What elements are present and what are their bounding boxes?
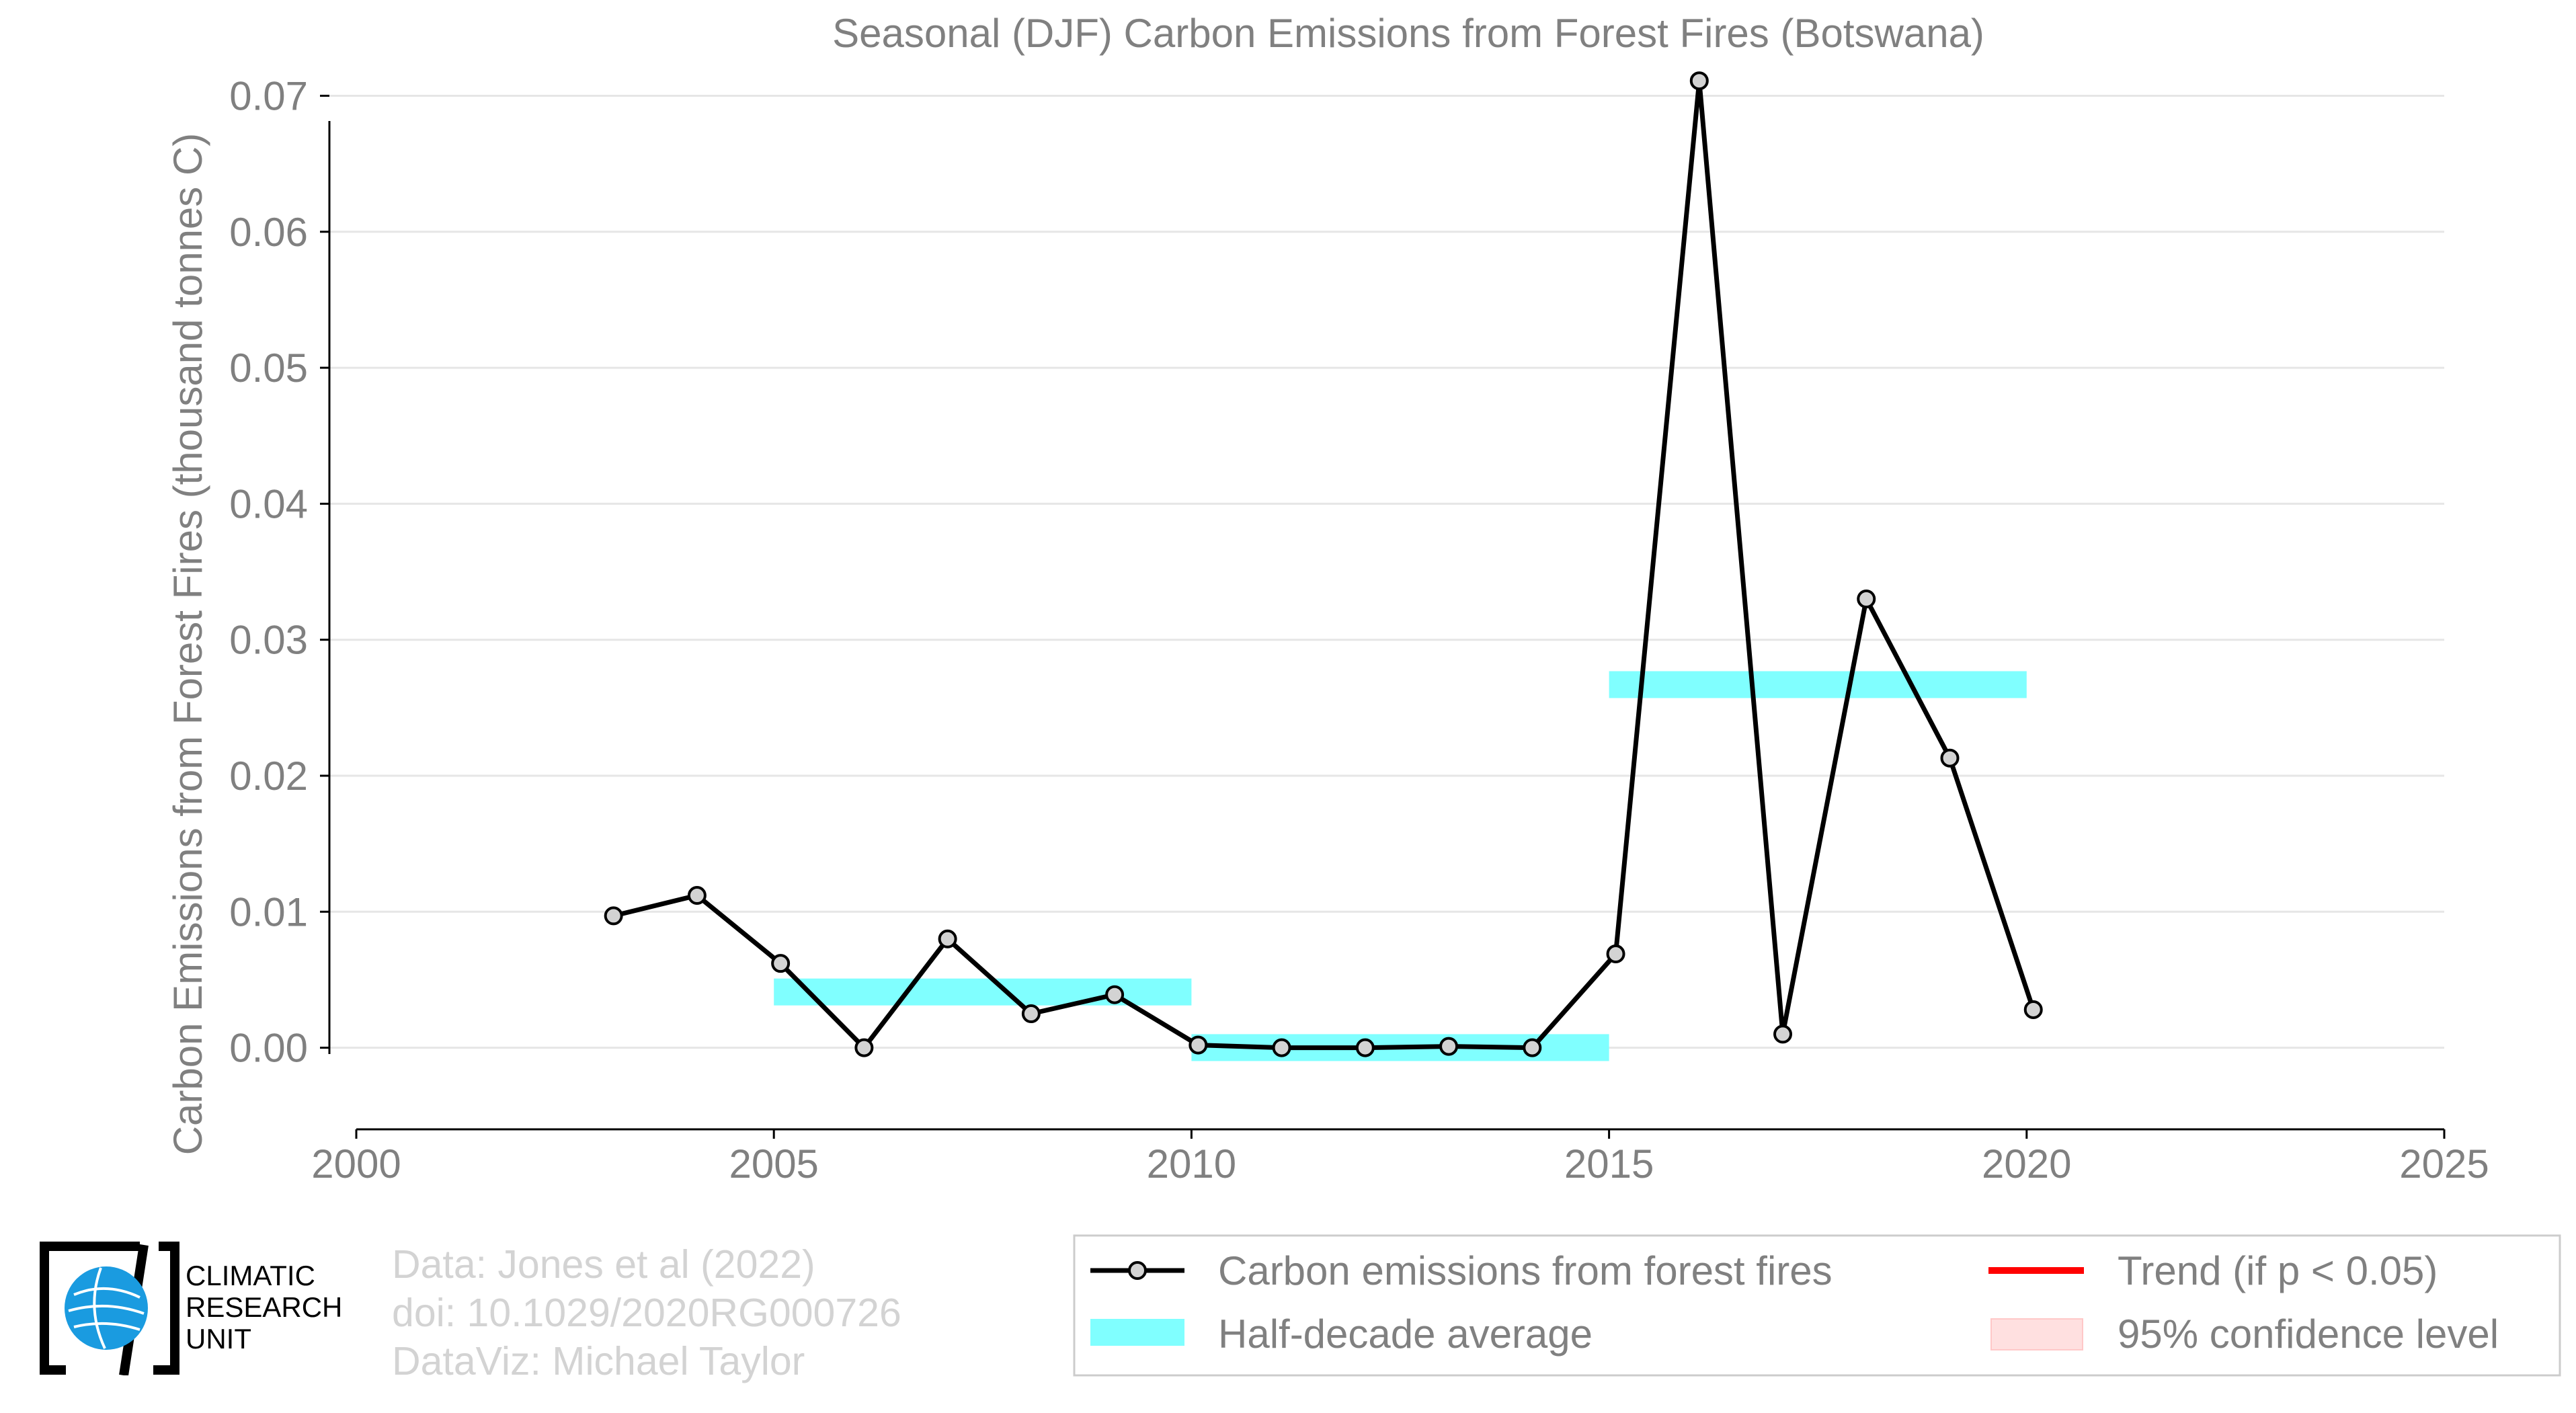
credit-data-source: Data: Jones et al (2022) [392,1242,815,1287]
emissions-point [1439,1037,1459,1056]
emissions-point [1021,1004,1041,1024]
half-decade-bands [774,671,2027,1061]
legend-label-emissions: Carbon emissions from forest fires [1218,1248,1833,1293]
y-tick-label: 0.07 [229,73,308,118]
chart-title: Seasonal (DJF) Carbon Emissions from For… [832,11,1984,56]
y-tick-label: 0.04 [229,481,308,526]
emissions-point [1355,1038,1375,1057]
emissions-line [612,78,2036,1051]
emissions-point [1857,590,1876,608]
cru-logo-text: CLIMATIC RESEARCH UNIT [186,1260,342,1355]
x-tick-label: 2000 [311,1141,401,1186]
emissions-point [1940,748,1960,768]
emissions-point [1773,1024,1793,1044]
logo-line-2: RESEARCH [186,1291,343,1323]
x-tick-label: 2025 [2399,1141,2489,1186]
legend: Carbon emissions from forest fires Half-… [1073,1234,2561,1377]
emissions-point [1105,985,1125,1004]
emissions-point [1606,944,1625,964]
data-credits: Data: Jones et al (2022) doi: 10.1029/20… [392,1240,901,1385]
credit-dataviz: DataViz: Michael Taylor [392,1339,805,1383]
x-tick-label: 2020 [1982,1141,2071,1186]
emissions-point [1523,1038,1542,1057]
ticks: 0.00 0.01 0.02 0.03 0.04 0.05 0.06 0.07 2000 2005… [229,73,2489,1186]
legend-label-confidence: 95% confidence level [2118,1311,2499,1357]
cru-logo: CLIMATIC RESEARCH UNIT [39,1241,389,1377]
x-tick-label: 2015 [1564,1141,1654,1186]
cru-globe-icon [40,1242,179,1377]
x-tick-label: 2005 [729,1141,818,1186]
emissions-point [687,886,707,905]
y-tick-label: 0.03 [229,618,308,663]
logo-line-3: UNIT [186,1323,251,1355]
y-tick-label: 0.06 [229,210,308,255]
emissions-point [604,906,623,926]
emissions-point [771,954,791,973]
y-axis-label: Carbon Emissions from Forest Fires (thou… [165,133,210,1156]
emissions-point [2023,1000,2043,1019]
emissions-point [938,929,957,948]
y-tick-label: 0.01 [229,889,308,934]
x-tick-label: 2010 [1147,1141,1236,1186]
y-tick-label: 0.05 [229,346,308,391]
emissions-point [1272,1038,1291,1057]
legend-label-trend: Trend (if p < 0.05) [2118,1248,2438,1293]
emissions-point [854,1038,874,1057]
y-tick-label: 0.00 [229,1026,308,1071]
grid-lines [329,94,2444,1049]
legend-frame [1073,1234,2561,1377]
emissions-point [1189,1035,1208,1055]
y-tick-label: 0.02 [229,754,308,799]
emissions-series [604,71,2043,1057]
legend-symbol-half-decade [1090,1319,1184,1346]
legend-symbol-confidence [1990,1318,2083,1350]
emissions-point [1689,71,1709,91]
legend-label-half-decade: Half-decade average [1218,1311,1593,1357]
half-decade-average-bar [1609,671,2027,698]
logo-line-1: CLIMATIC [186,1260,315,1291]
credit-doi: doi: 10.1029/2020RG000726 [392,1291,901,1335]
legend-symbol-emissions-marker [1128,1261,1147,1280]
axes [328,121,2444,1131]
